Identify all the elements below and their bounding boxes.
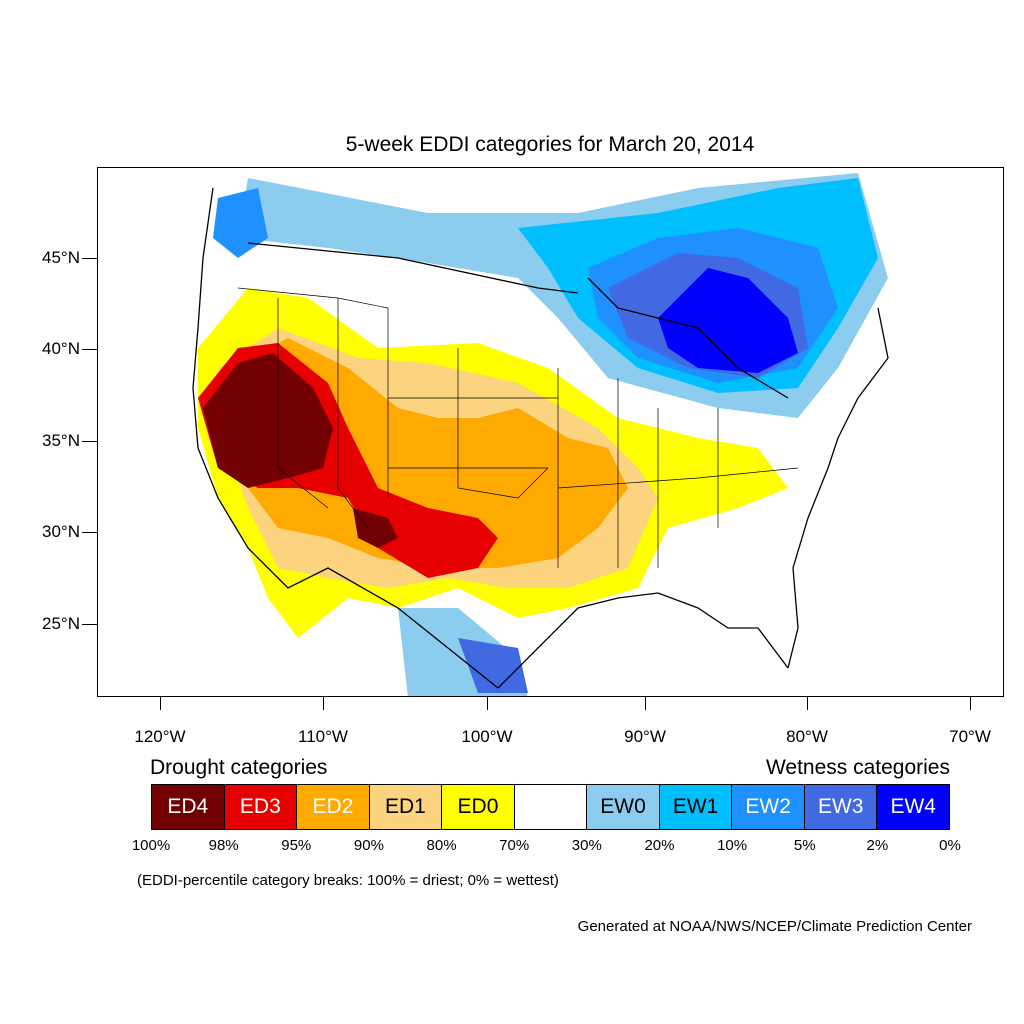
lat-label-40: 40°N <box>42 339 80 358</box>
drought-categories-heading: Drought categories <box>150 756 328 779</box>
legend-cell-ed0: ED0 <box>442 785 515 829</box>
legend-break-label: 70% <box>499 837 530 854</box>
lat-label-30: 30°N <box>42 522 80 541</box>
legend-cell-ed4: ED4 <box>152 785 225 829</box>
lon-tick-100 <box>487 697 488 710</box>
lat-tick-35 <box>82 441 97 442</box>
legend-break-label: 30% <box>571 837 602 854</box>
lat-tick-30 <box>82 532 97 533</box>
legend-break-label: 0% <box>939 837 961 854</box>
lon-label-70: 70°W <box>949 727 991 746</box>
credit-text: Generated at NOAA/NWS/NCEP/Climate Predi… <box>577 918 972 935</box>
legend-cell-ew2: EW2 <box>732 785 805 829</box>
lon-tick-110 <box>323 697 324 710</box>
legend-cell-ed1: ED1 <box>369 785 443 829</box>
legend-break-label: 80% <box>426 837 457 854</box>
lat-tick-40 <box>82 349 97 350</box>
wetness-pacific-nw <box>213 188 268 258</box>
lon-label-90: 90°W <box>624 727 666 746</box>
lon-label-110: 110°W <box>298 727 348 746</box>
legend-cell-neutral <box>514 785 588 829</box>
legend-break-label: 20% <box>644 837 675 854</box>
legend-cell-ed2: ED2 <box>297 785 370 829</box>
legend-break-label: 90% <box>353 837 384 854</box>
coastline <box>192 187 889 689</box>
legend-break-label: 2% <box>866 837 889 854</box>
eddi-map <box>97 167 1004 697</box>
legend-break-label: 100% <box>131 837 171 854</box>
legend-cell-ew0: EW0 <box>587 785 660 829</box>
state-borders <box>237 287 799 568</box>
lat-label-25: 25°N <box>42 614 80 633</box>
legend-cell-ew4: EW4 <box>877 785 950 829</box>
drought-ed4 <box>203 353 333 488</box>
lon-tick-90 <box>645 697 646 710</box>
legend-break-label: 95% <box>281 837 312 854</box>
lon-tick-70 <box>970 697 971 710</box>
drought-ed4-patch <box>353 508 398 548</box>
map-title: 5-week EDDI categories for March 20, 201… <box>345 133 755 156</box>
wetness-categories-heading: Wetness categories <box>765 756 950 779</box>
lat-label-45: 45°N <box>42 248 80 267</box>
legend-cell-ew1: EW1 <box>659 785 733 829</box>
wetness-ew4-greatlakes <box>658 268 798 373</box>
category-legend: ED4 ED3 ED2 ED1 ED0 EW0 EW1 EW2 EW3 EW4 <box>151 784 950 830</box>
legend-cell-ed3: ED3 <box>224 785 298 829</box>
lon-label-80: 80°W <box>786 727 828 746</box>
lat-label-35: 35°N <box>42 431 80 450</box>
wetness-south-texas-ew2 <box>458 638 528 693</box>
category-breaks-note: (EDDI-percentile category breaks: 100% =… <box>137 872 559 889</box>
legend-cell-ew3: EW3 <box>804 785 878 829</box>
legend-break-label: 5% <box>793 837 816 854</box>
legend-break-label: 10% <box>717 837 748 854</box>
lon-tick-120 <box>160 697 161 710</box>
lon-tick-80 <box>807 697 808 710</box>
eddi-map-canvas <box>192 173 889 696</box>
lat-tick-45 <box>82 258 97 259</box>
lon-label-120: 120°W <box>134 727 186 746</box>
legend-break-label: 98% <box>208 837 239 854</box>
lat-tick-25 <box>82 624 97 625</box>
lon-label-100: 100°W <box>461 727 513 746</box>
